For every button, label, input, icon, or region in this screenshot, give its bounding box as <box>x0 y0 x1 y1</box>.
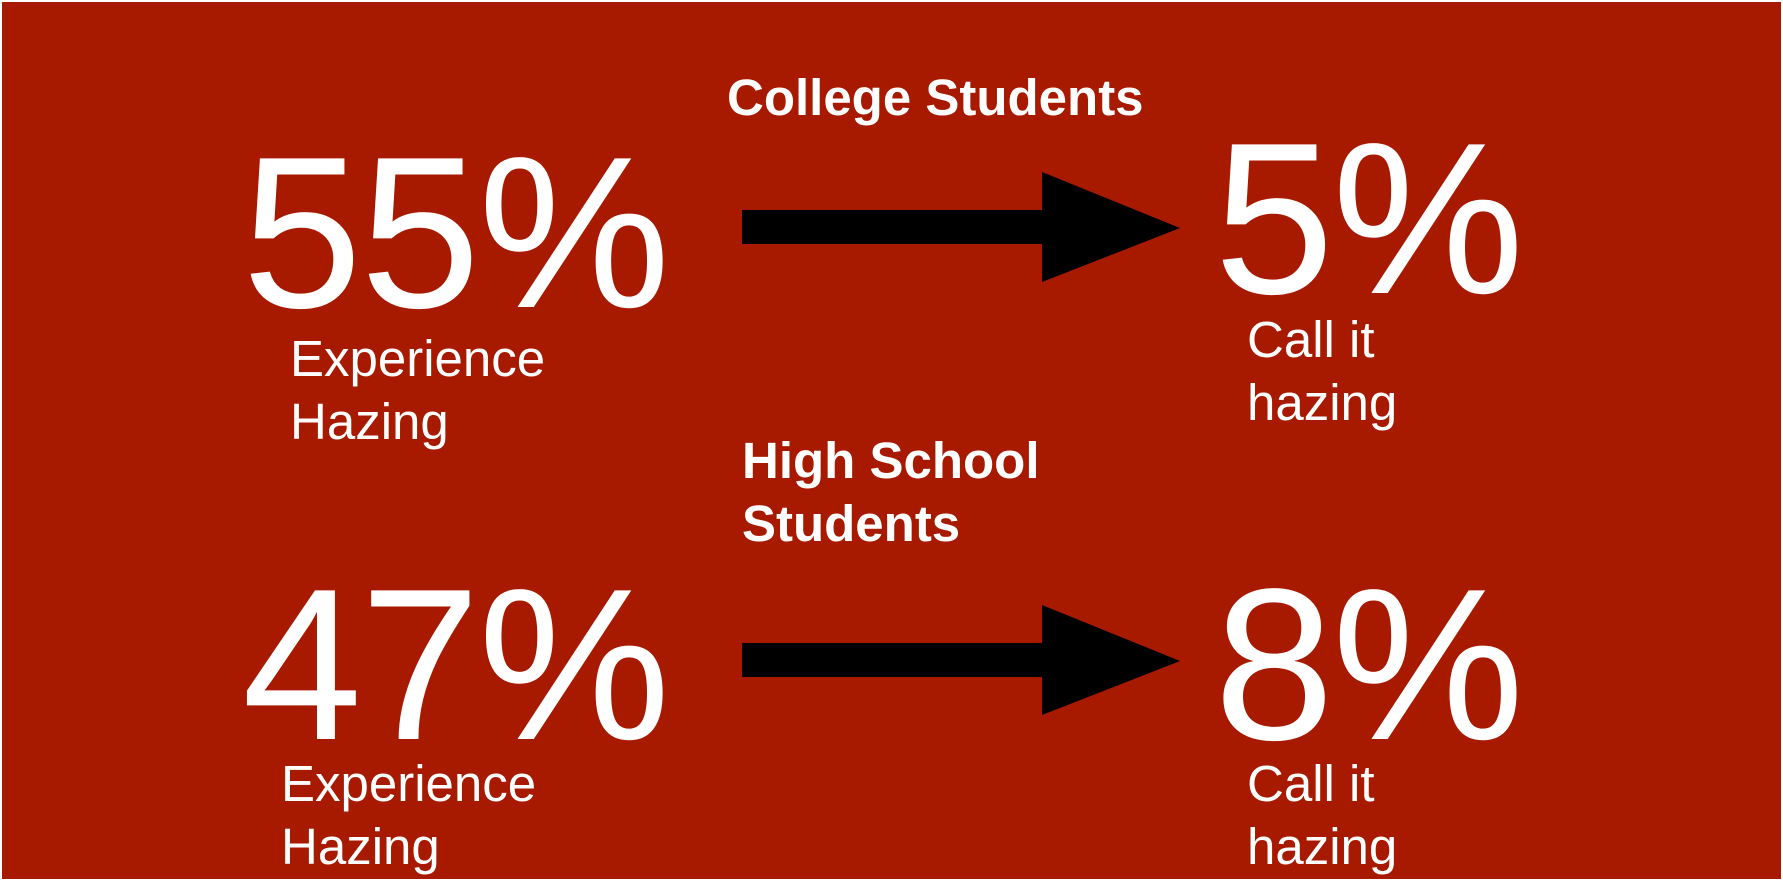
high-school-experience-percent: 47% <box>242 543 670 785</box>
high-school-call-it-label-line1: Call it <box>1247 755 1375 812</box>
college-call-it-label-line1: Call it <box>1247 311 1375 368</box>
college-students-heading: College Students <box>727 69 1144 126</box>
college-experience-label-line1: Experience <box>290 330 546 387</box>
college-experience-label-line2: Hazing <box>290 393 449 450</box>
right-arrow-icon <box>742 605 1180 715</box>
college-call-it-percent: 5% <box>1214 97 1524 339</box>
high-school-students-heading-line2: Students <box>742 495 961 552</box>
right-arrow-icon <box>742 172 1180 282</box>
high-school-call-it-label-line2: hazing <box>1247 818 1398 875</box>
college-experience-percent: 55% <box>242 111 670 353</box>
high-school-experience-label-line2: Hazing <box>281 818 440 875</box>
high-school-call-it-percent: 8% <box>1214 543 1524 785</box>
college-call-it-label-line2: hazing <box>1247 374 1398 431</box>
high-school-students-heading-line1: High School <box>742 432 1040 489</box>
high-school-experience-label-line1: Experience <box>281 755 537 812</box>
